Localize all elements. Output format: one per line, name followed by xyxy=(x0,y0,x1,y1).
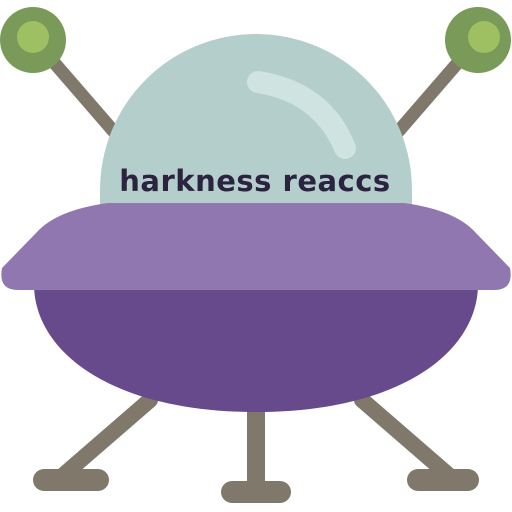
left-antenna-ball-highlight xyxy=(17,21,49,53)
saucer-rim xyxy=(1,203,511,290)
saucer-hull xyxy=(34,284,478,412)
dome-reflection xyxy=(247,71,356,159)
right-leg xyxy=(354,392,460,486)
caption-text: harkness reaccs xyxy=(119,164,391,198)
left-leg xyxy=(52,392,158,486)
glass-dome xyxy=(100,34,412,210)
right-antenna-ball-highlight xyxy=(468,21,500,53)
